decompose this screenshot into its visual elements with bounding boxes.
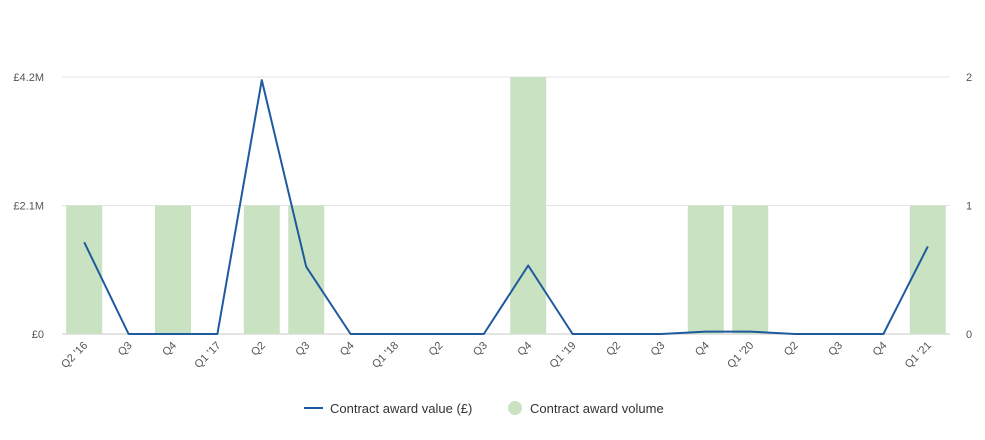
right-axis-tick-label: 2 bbox=[966, 72, 972, 84]
legend-bar-swatch bbox=[508, 401, 522, 415]
legend-label-volume: Contract award volume bbox=[530, 401, 664, 416]
volume-bar[interactable] bbox=[510, 77, 547, 334]
x-axis-tick-label: Q3 bbox=[116, 340, 135, 359]
volume-bar[interactable] bbox=[243, 205, 280, 335]
x-axis-tick-label: Q2 bbox=[604, 340, 623, 359]
x-axis-tick-label: Q3 bbox=[293, 340, 312, 359]
x-axis-tick-label: Q2 '16 bbox=[59, 340, 90, 371]
x-axis-tick-label: Q3 bbox=[649, 340, 668, 359]
x-axis-tick-label: Q4 bbox=[160, 340, 179, 359]
x-axis-tick-label: Q1 '21 bbox=[903, 340, 934, 371]
x-axis-tick-label: Q1 '20 bbox=[725, 340, 756, 371]
left-axis-tick-label: £4.2M bbox=[13, 72, 44, 84]
right-axis: 0 1 2 bbox=[966, 72, 972, 341]
value-line bbox=[83, 79, 929, 335]
x-axis-tick-label: Q4 bbox=[338, 340, 357, 359]
x-axis-tick-label: Q2 bbox=[782, 340, 801, 359]
left-axis-tick-label: £0 bbox=[32, 329, 44, 341]
legend[interactable]: Contract award value (£) Contract award … bbox=[304, 401, 664, 416]
right-axis-tick-label: 0 bbox=[966, 329, 972, 341]
value-line-path[interactable] bbox=[83, 79, 929, 335]
x-axis: Q2 '16 Q3 Q4 Q1 '17 Q2 Q3 Q4 Q1 '18 Q2 Q3 Q4 Q1 '19… bbox=[59, 340, 934, 371]
volume-bar[interactable] bbox=[66, 205, 103, 335]
legend-item-bar[interactable]: Contract award volume bbox=[508, 401, 664, 416]
x-axis-tick-label: Q4 bbox=[515, 340, 534, 359]
x-axis-tick-label: Q1 '17 bbox=[192, 340, 223, 371]
x-axis-tick-label: Q4 bbox=[871, 340, 890, 359]
legend-label-value: Contract award value (£) bbox=[330, 401, 472, 416]
left-axis-tick-label: £2.1M bbox=[13, 201, 44, 213]
legend-item-line[interactable]: Contract award value (£) bbox=[304, 401, 472, 416]
grid-lines bbox=[62, 76, 950, 335]
x-axis-tick-label: Q3 bbox=[826, 340, 845, 359]
volume-bar[interactable] bbox=[732, 205, 769, 335]
x-axis-tick-label: Q1 '19 bbox=[548, 340, 579, 371]
x-axis-tick-label: Q2 bbox=[249, 340, 268, 359]
x-axis-tick-label: Q1 '18 bbox=[370, 340, 401, 371]
x-axis-tick-label: Q2 bbox=[427, 340, 446, 359]
x-axis-tick-label: Q3 bbox=[471, 340, 490, 359]
left-axis: £0 £2.1M £4.2M bbox=[13, 72, 44, 341]
right-axis-tick-label: 1 bbox=[966, 201, 972, 213]
volume-bar[interactable] bbox=[687, 205, 724, 335]
x-axis-tick-label: Q4 bbox=[693, 340, 712, 359]
volume-bar[interactable] bbox=[288, 205, 325, 335]
volume-bar[interactable] bbox=[155, 205, 191, 335]
